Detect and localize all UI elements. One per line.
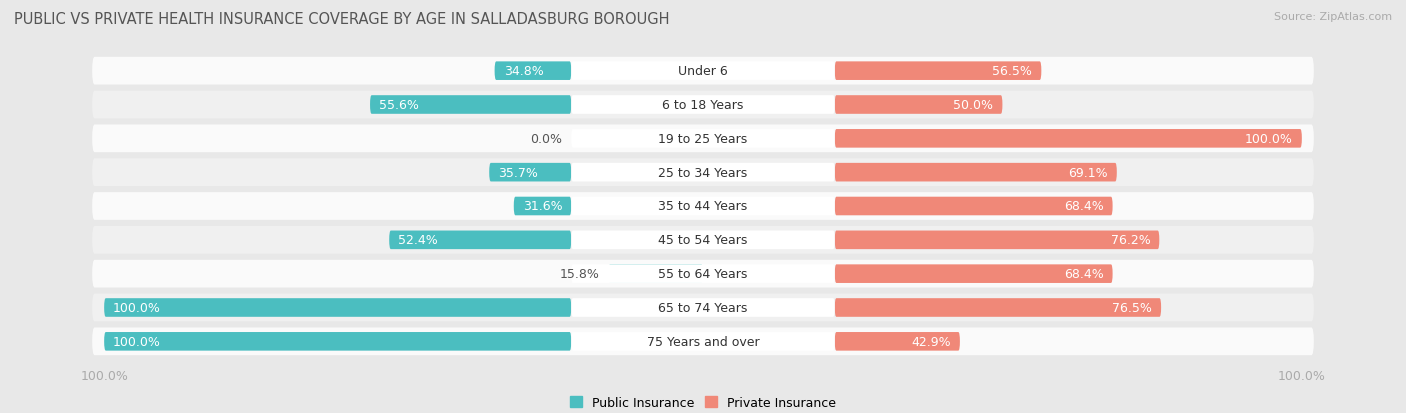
Text: 35.7%: 35.7% xyxy=(498,166,538,179)
Text: 0.0%: 0.0% xyxy=(530,133,562,145)
FancyBboxPatch shape xyxy=(609,265,703,283)
FancyBboxPatch shape xyxy=(571,265,835,283)
FancyBboxPatch shape xyxy=(93,125,1313,153)
FancyBboxPatch shape xyxy=(489,164,571,182)
FancyBboxPatch shape xyxy=(835,62,1042,81)
FancyBboxPatch shape xyxy=(389,231,571,249)
FancyBboxPatch shape xyxy=(93,328,1313,355)
FancyBboxPatch shape xyxy=(835,265,1112,283)
Text: 100.0%: 100.0% xyxy=(112,335,162,348)
Text: 55 to 64 Years: 55 to 64 Years xyxy=(658,268,748,280)
FancyBboxPatch shape xyxy=(571,332,835,351)
Text: 19 to 25 Years: 19 to 25 Years xyxy=(658,133,748,145)
Text: 69.1%: 69.1% xyxy=(1069,166,1108,179)
FancyBboxPatch shape xyxy=(571,164,835,182)
FancyBboxPatch shape xyxy=(104,332,571,351)
FancyBboxPatch shape xyxy=(93,294,1313,322)
Text: 25 to 34 Years: 25 to 34 Years xyxy=(658,166,748,179)
Text: 50.0%: 50.0% xyxy=(953,99,994,112)
Text: 55.6%: 55.6% xyxy=(380,99,419,112)
Text: 68.4%: 68.4% xyxy=(1064,200,1104,213)
Text: 31.6%: 31.6% xyxy=(523,200,562,213)
Text: 76.5%: 76.5% xyxy=(1112,301,1152,314)
FancyBboxPatch shape xyxy=(835,231,1160,249)
FancyBboxPatch shape xyxy=(93,58,1313,85)
Text: 56.5%: 56.5% xyxy=(993,65,1032,78)
FancyBboxPatch shape xyxy=(571,96,835,114)
FancyBboxPatch shape xyxy=(835,96,1002,114)
Text: PUBLIC VS PRIVATE HEALTH INSURANCE COVERAGE BY AGE IN SALLADASBURG BOROUGH: PUBLIC VS PRIVATE HEALTH INSURANCE COVER… xyxy=(14,12,669,27)
FancyBboxPatch shape xyxy=(93,192,1313,221)
Text: 100.0%: 100.0% xyxy=(112,301,162,314)
FancyBboxPatch shape xyxy=(370,96,571,114)
Text: 65 to 74 Years: 65 to 74 Years xyxy=(658,301,748,314)
FancyBboxPatch shape xyxy=(93,260,1313,288)
Text: 6 to 18 Years: 6 to 18 Years xyxy=(662,99,744,112)
FancyBboxPatch shape xyxy=(835,130,1302,148)
FancyBboxPatch shape xyxy=(835,299,1161,317)
FancyBboxPatch shape xyxy=(104,299,571,317)
FancyBboxPatch shape xyxy=(835,164,1116,182)
Text: 76.2%: 76.2% xyxy=(1111,234,1150,247)
Legend: Public Insurance, Private Insurance: Public Insurance, Private Insurance xyxy=(565,391,841,413)
FancyBboxPatch shape xyxy=(93,159,1313,187)
Text: Under 6: Under 6 xyxy=(678,65,728,78)
FancyBboxPatch shape xyxy=(571,299,835,317)
FancyBboxPatch shape xyxy=(495,62,571,81)
FancyBboxPatch shape xyxy=(571,130,835,148)
Text: 35 to 44 Years: 35 to 44 Years xyxy=(658,200,748,213)
FancyBboxPatch shape xyxy=(571,231,835,249)
FancyBboxPatch shape xyxy=(571,197,835,216)
Text: Source: ZipAtlas.com: Source: ZipAtlas.com xyxy=(1274,12,1392,22)
FancyBboxPatch shape xyxy=(835,197,1112,216)
Text: 34.8%: 34.8% xyxy=(503,65,543,78)
Text: 15.8%: 15.8% xyxy=(560,268,599,280)
Text: 75 Years and over: 75 Years and over xyxy=(647,335,759,348)
Text: 42.9%: 42.9% xyxy=(911,335,950,348)
FancyBboxPatch shape xyxy=(513,197,571,216)
Text: 100.0%: 100.0% xyxy=(1244,133,1294,145)
Text: 52.4%: 52.4% xyxy=(398,234,437,247)
FancyBboxPatch shape xyxy=(93,226,1313,254)
Text: 68.4%: 68.4% xyxy=(1064,268,1104,280)
FancyBboxPatch shape xyxy=(835,332,960,351)
FancyBboxPatch shape xyxy=(571,62,835,81)
FancyBboxPatch shape xyxy=(93,91,1313,119)
Text: 45 to 54 Years: 45 to 54 Years xyxy=(658,234,748,247)
